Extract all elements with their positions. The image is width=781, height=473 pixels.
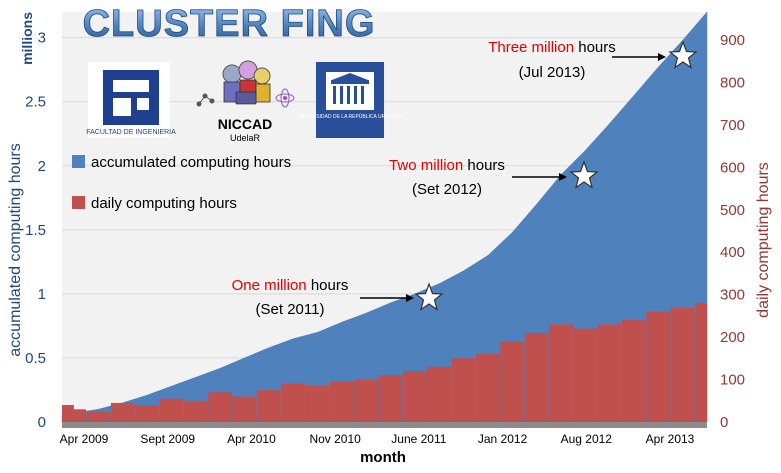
daily-bar (695, 303, 707, 422)
daily-bar (354, 379, 379, 422)
y-left-tick-label: 0 (38, 414, 46, 431)
daily-bar (427, 366, 452, 422)
milestone-star-one-million (414, 282, 444, 311)
annotation-two-million: Two million hours (Set 2012) (389, 157, 599, 198)
x-axis-label: month (360, 449, 406, 466)
daily-bar (476, 354, 500, 422)
annotation-three-million: Three million hours (Jul 2013) (488, 39, 698, 81)
annotation-one-million-date: (Set 2011) (256, 301, 325, 318)
y-axis-right-ticks: 0 100 200 300 400 500 600 700 800 900 (720, 32, 745, 431)
x-tick-label: Nov 2010 (309, 432, 361, 446)
y-right-tick-label: 0 (720, 414, 728, 431)
daily-bars (62, 303, 707, 422)
x-tick-label: Aug 2012 (561, 432, 613, 446)
daily-bar (524, 332, 549, 422)
x-tick-label: Sept 2009 (140, 432, 195, 446)
daily-bar (208, 392, 233, 422)
legend-swatch-daily (72, 196, 85, 209)
y-right-tick-label: 600 (720, 159, 745, 176)
daily-bar (256, 390, 281, 422)
y-axis-left-ticks: 0 0.5 1 1.5 2 2.5 3 (25, 30, 46, 431)
y-right-tick-label: 300 (720, 287, 745, 304)
daily-bar (183, 400, 208, 422)
daily-bar (622, 320, 646, 422)
daily-bar (597, 324, 622, 422)
annotation-two-million-date: (Set 2012) (412, 181, 482, 198)
y-axis-left-units: millions (19, 12, 35, 65)
daily-bar (330, 381, 354, 422)
legend-label-accumulated: accumulated computing hours (91, 154, 291, 171)
legend: accumulated computing hours daily comput… (72, 154, 291, 212)
milestone-star-three-million (668, 40, 698, 69)
daily-bar (573, 328, 598, 422)
annotation-one-million-title: One million hours (232, 277, 349, 294)
udelar-logo-text: UNIVERSIDAD DE LA REPÚBLICA URUGUAY (297, 113, 403, 120)
y-axis-left-label: accumulated computing hours (7, 143, 24, 356)
udelar-logo: UNIVERSIDAD DE LA REPÚBLICA URUGUAY (297, 62, 403, 138)
gridlines (62, 37, 707, 359)
y-right-tick-label: 800 (720, 74, 745, 91)
daily-bar (86, 411, 111, 422)
annotation-two-million-title: Two million hours (389, 157, 505, 174)
daily-bar (549, 324, 573, 422)
daily-bar (670, 307, 695, 422)
milestone-star-two-million (569, 160, 599, 189)
y-axis-right-label: daily computing hours (755, 162, 772, 318)
niccad-logo-subtext: UdelaR (230, 133, 261, 143)
daily-bar (232, 396, 257, 422)
annotation-three-million-date: (Jul 2013) (519, 64, 586, 81)
daily-bar (646, 311, 671, 422)
daily-bar (62, 409, 87, 422)
y-left-tick-label: 0.5 (25, 350, 46, 367)
x-tick-label: Apr 2009 (60, 432, 109, 446)
daily-bar (403, 371, 427, 422)
niccad-logo-text: NICCAD (218, 116, 272, 132)
fing-logo-text: FACULTAD DE INGENIERIA (86, 129, 176, 136)
daily-bar (110, 402, 135, 422)
x-tick-label: June 2011 (391, 432, 446, 446)
x-axis-ticks: Apr 2009 Sept 2009 Apr 2010 Nov 2010 June 20… (60, 432, 695, 446)
chart-title: CLUSTER FING (83, 3, 376, 45)
accumulated-area (61, 11, 708, 423)
y-left-tick-label: 1 (38, 286, 46, 303)
legend-swatch-accumulated (72, 155, 85, 168)
x-tick-label: Apr 2013 (646, 432, 695, 446)
niccad-logo: NICCAD UdelaR (196, 60, 295, 143)
x-tick-label: Jan 2012 (478, 432, 528, 446)
y-left-tick-label: 2.5 (25, 94, 46, 111)
y-right-tick-label: 700 (720, 117, 745, 134)
daily-bar (305, 385, 330, 422)
y-left-tick-label: 2 (38, 158, 46, 175)
x-tick-label: Apr 2010 (227, 432, 276, 446)
annotation-one-million: One million hours (Set 2011) (232, 277, 444, 318)
y-right-tick-label: 900 (720, 32, 745, 49)
annotation-three-million-title: Three million hours (488, 39, 616, 56)
y-left-tick-label: 3 (38, 30, 46, 47)
daily-bar (378, 375, 403, 422)
daily-bar (135, 405, 160, 422)
y-left-tick-label: 1.5 (25, 222, 46, 239)
daily-bar (451, 358, 476, 422)
y-right-tick-label: 200 (720, 329, 745, 346)
daily-bar (281, 383, 306, 422)
daily-bar (500, 341, 525, 422)
y-right-tick-label: 400 (720, 244, 745, 261)
daily-bar (159, 398, 184, 422)
legend-label-daily: daily computing hours (91, 195, 237, 212)
x-axis-baseline (62, 422, 707, 428)
y-right-tick-label: 500 (720, 202, 745, 219)
fing-logo: FACULTAD DE INGENIERIA (86, 62, 176, 138)
y-right-tick-label: 100 (720, 372, 745, 389)
